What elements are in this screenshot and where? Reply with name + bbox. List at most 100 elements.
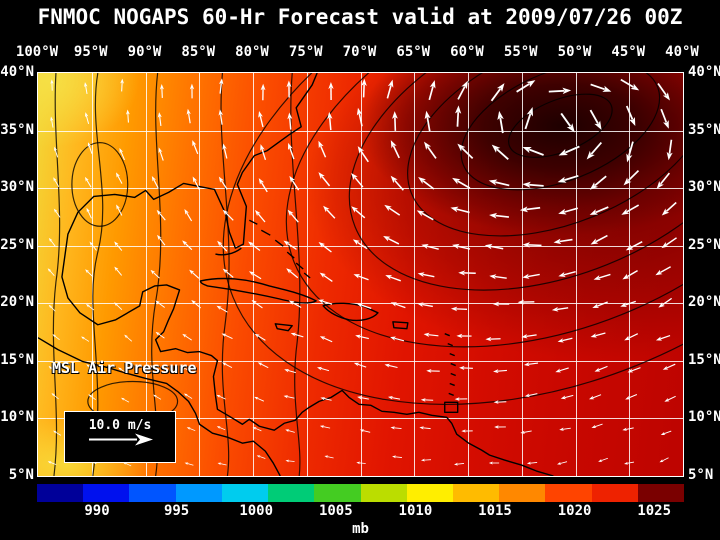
wind-arrow bbox=[216, 394, 227, 400]
wind-arrow bbox=[667, 139, 674, 161]
wind-arrow bbox=[625, 105, 636, 126]
lon-tick-label: 65°W bbox=[396, 44, 431, 60]
wind-arrow bbox=[391, 301, 407, 308]
wind-arrow bbox=[284, 368, 296, 373]
wind-arrow bbox=[260, 144, 267, 161]
wind-arrow bbox=[417, 272, 435, 278]
wind-arrow bbox=[184, 393, 193, 399]
wind-arrow bbox=[451, 306, 468, 311]
wind-arrow bbox=[257, 111, 264, 128]
wind-arrow bbox=[217, 462, 227, 465]
wind-arrow bbox=[384, 204, 400, 216]
wind-arrow bbox=[354, 334, 369, 340]
colorbar-segment bbox=[591, 484, 638, 502]
wind-arrow bbox=[114, 266, 123, 276]
wind-arrow bbox=[522, 273, 540, 279]
colorbar-tick-label: 1015 bbox=[478, 503, 512, 519]
wind-arrow bbox=[192, 139, 199, 154]
wind-arrow bbox=[252, 427, 262, 432]
colorbar-segment bbox=[452, 484, 500, 502]
wind-arrow bbox=[660, 109, 669, 130]
wind-arrow bbox=[624, 332, 639, 340]
wind-arrow bbox=[591, 301, 608, 308]
wind-arrow bbox=[181, 240, 192, 251]
lat-tick-label: 5°N bbox=[688, 467, 714, 483]
wind-arrow bbox=[589, 109, 602, 130]
wind-arrow bbox=[491, 83, 505, 102]
wind-arrow bbox=[416, 210, 434, 221]
wind-arrow bbox=[216, 305, 228, 313]
wind-arrow bbox=[219, 176, 228, 190]
wind-arrow bbox=[353, 274, 369, 281]
wind-arrow bbox=[593, 273, 611, 281]
wind-arrow bbox=[387, 395, 401, 400]
wind-arrow bbox=[419, 426, 431, 430]
wind-arrow bbox=[553, 238, 573, 245]
wind-arrow bbox=[158, 147, 164, 161]
colorbar-segment bbox=[314, 484, 361, 502]
wind-arrow bbox=[591, 423, 603, 429]
wind-arrow bbox=[586, 141, 602, 160]
wind-arrow bbox=[625, 141, 634, 163]
wind-arrow bbox=[116, 172, 123, 185]
field-label: MSL Air Pressure bbox=[52, 359, 197, 377]
wind-arrow bbox=[223, 210, 235, 222]
wind-arrow bbox=[254, 333, 266, 341]
wind-arrow bbox=[560, 394, 573, 399]
wind-arrow bbox=[151, 175, 159, 189]
wind-arrow bbox=[186, 426, 196, 431]
coastlines bbox=[38, 73, 554, 476]
wind-arrow bbox=[524, 392, 538, 397]
wind-arrow bbox=[217, 241, 228, 252]
wind-arrow bbox=[123, 334, 132, 342]
wind-arrow bbox=[287, 142, 295, 160]
wind-arrow bbox=[257, 362, 269, 369]
wind-arrow bbox=[421, 244, 439, 251]
wind-arrow bbox=[456, 143, 473, 159]
wind-arrow bbox=[619, 300, 636, 307]
lat-tick-label: 10°N bbox=[0, 409, 34, 426]
lat-tick-label: 40°N bbox=[0, 64, 34, 80]
wind-arrow bbox=[52, 177, 59, 188]
grid-line-parallel bbox=[38, 418, 683, 420]
wind-arrow bbox=[53, 430, 62, 436]
wind-arrow bbox=[186, 109, 191, 124]
wind-arrow bbox=[659, 457, 670, 462]
wind-arrow bbox=[249, 270, 262, 279]
lon-tick-label: 100°W bbox=[15, 44, 59, 60]
lon-tick-label: 60°W bbox=[450, 44, 484, 60]
wind-arrow bbox=[318, 242, 333, 253]
wind-arrow bbox=[425, 369, 440, 374]
colorbar-segment bbox=[37, 484, 84, 502]
wind-arrow bbox=[662, 363, 676, 370]
wind-arrow bbox=[114, 302, 123, 310]
lat-tick-label: 10°N bbox=[688, 409, 720, 426]
grid-line-parallel bbox=[38, 245, 683, 247]
wind-arrow bbox=[456, 333, 472, 338]
wind-arrow bbox=[424, 111, 431, 132]
wind-arrow bbox=[47, 267, 55, 276]
wind-arrow bbox=[84, 177, 92, 188]
wind-arrow bbox=[283, 395, 295, 399]
wind-arrow bbox=[590, 235, 608, 245]
wind-arrow bbox=[621, 204, 640, 216]
colorbar-tick-label: 1005 bbox=[318, 503, 353, 519]
wind-arrow bbox=[283, 241, 297, 251]
wind-arrow bbox=[254, 396, 264, 402]
wind-arrow bbox=[493, 369, 508, 374]
lat-tick-label: 5°N bbox=[8, 467, 34, 483]
grid-line-meridian bbox=[629, 73, 631, 476]
wind-arrow bbox=[391, 455, 402, 459]
wind-arrow bbox=[664, 395, 676, 402]
grid-line-meridian bbox=[521, 73, 523, 476]
wind-arrow bbox=[50, 116, 54, 129]
wind-arrow bbox=[51, 393, 60, 400]
grid-line-parallel bbox=[38, 188, 683, 190]
wind-arrow bbox=[390, 336, 405, 342]
wind-arrow bbox=[159, 84, 164, 99]
wind-arrow bbox=[47, 461, 57, 465]
wind-arrow bbox=[488, 179, 510, 187]
wind-arrow bbox=[156, 234, 166, 246]
wind-arrow bbox=[155, 331, 165, 338]
wind-arrow bbox=[351, 206, 366, 219]
